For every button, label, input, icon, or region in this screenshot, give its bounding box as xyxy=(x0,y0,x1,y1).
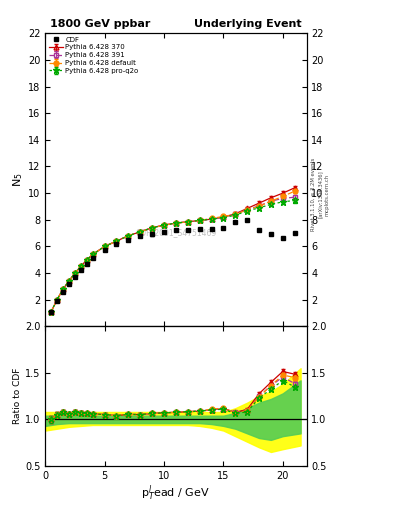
Text: Underlying Event: Underlying Event xyxy=(194,19,301,29)
CDF xyxy=(245,217,250,223)
CDF xyxy=(150,231,154,237)
CDF xyxy=(126,238,131,244)
Text: Rivet 3.1.10, ≥ 3.2M events: Rivet 3.1.10, ≥ 3.2M events xyxy=(310,158,316,231)
CDF xyxy=(66,281,71,287)
Text: CDF_2001_S4751469: CDF_2001_S4751469 xyxy=(135,228,217,237)
CDF xyxy=(138,233,143,240)
CDF xyxy=(55,298,59,304)
CDF xyxy=(102,247,107,253)
Text: [arXiv:1306.3436]: [arXiv:1306.3436] xyxy=(318,170,323,219)
CDF xyxy=(162,229,166,235)
Line: CDF: CDF xyxy=(49,218,297,314)
Y-axis label: N$_5$: N$_5$ xyxy=(11,173,25,187)
CDF xyxy=(292,230,297,236)
CDF xyxy=(84,261,89,267)
CDF xyxy=(90,255,95,262)
Text: mcplots.cern.ch: mcplots.cern.ch xyxy=(325,174,330,216)
X-axis label: p$_T^l$ead / GeV: p$_T^l$ead / GeV xyxy=(141,483,210,503)
CDF xyxy=(174,227,178,233)
CDF xyxy=(281,236,285,242)
CDF xyxy=(233,219,238,225)
CDF xyxy=(209,226,214,232)
Text: 1800 GeV ppbar: 1800 GeV ppbar xyxy=(50,19,151,29)
Legend: CDF, Pythia 6.428 370, Pythia 6.428 391, Pythia 6.428 default, Pythia 6.428 pro-: CDF, Pythia 6.428 370, Pythia 6.428 391,… xyxy=(47,35,140,75)
CDF xyxy=(61,289,65,295)
CDF xyxy=(73,274,77,280)
CDF xyxy=(257,227,261,233)
CDF xyxy=(185,227,190,233)
CDF xyxy=(268,231,273,238)
CDF xyxy=(197,226,202,232)
CDF xyxy=(79,267,83,273)
CDF xyxy=(114,241,119,247)
CDF xyxy=(49,309,53,315)
Y-axis label: Ratio to CDF: Ratio to CDF xyxy=(13,368,22,424)
CDF xyxy=(221,225,226,231)
